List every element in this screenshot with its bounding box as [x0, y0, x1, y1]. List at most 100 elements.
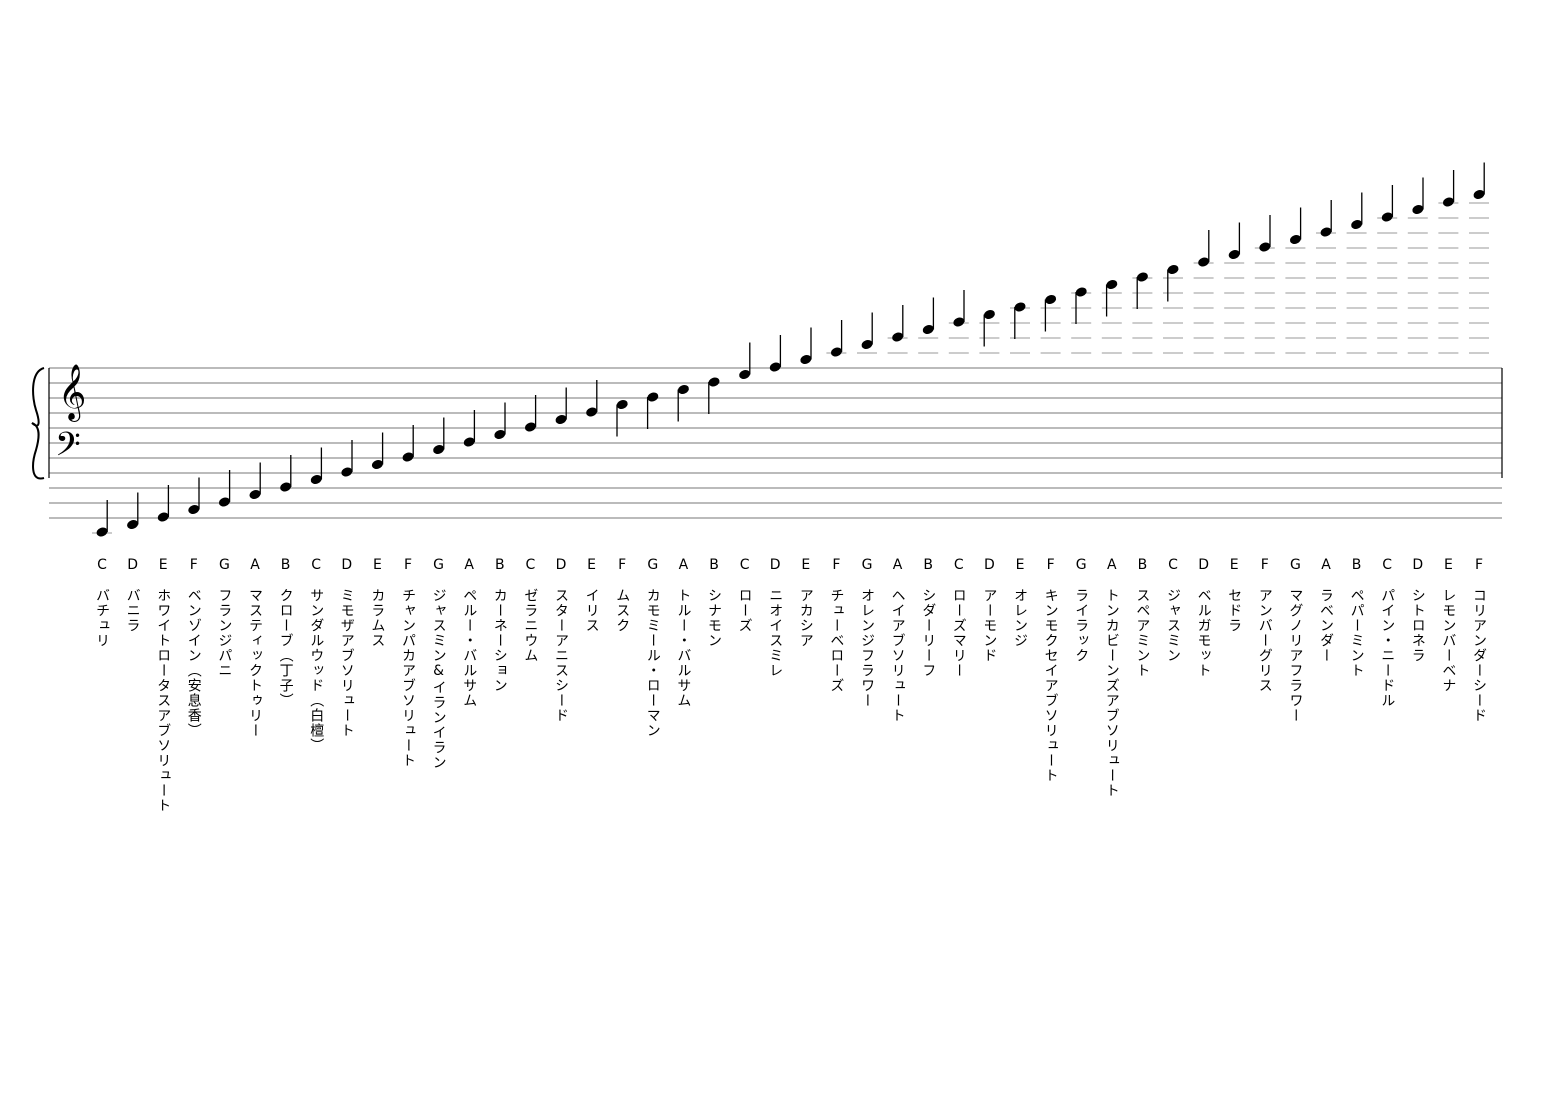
- note-letter-label: A: [893, 557, 903, 573]
- note-head: [1289, 235, 1301, 244]
- note-head: [524, 422, 536, 432]
- note-letter-label: C: [1168, 557, 1178, 573]
- scent-name-label: ペパーミント: [1349, 588, 1365, 678]
- note-letter-label: A: [1107, 557, 1117, 573]
- scent-name-label: ヘイアブソリュート: [890, 588, 906, 723]
- scent-name-label: ゼラニウム: [522, 588, 538, 663]
- note-head: [1320, 227, 1332, 237]
- note-letter-label: D: [1198, 557, 1209, 573]
- scent-name-label: セドラ: [1226, 588, 1242, 633]
- notes-layer: [92, 162, 1489, 537]
- scent-name-label: マスティックトゥリー: [247, 588, 263, 738]
- note-letter-label: E: [373, 557, 382, 573]
- note-head: [96, 527, 108, 537]
- scent-name-label: ライラック: [1073, 588, 1089, 663]
- scent-name-label: ジャスミン: [1165, 588, 1181, 663]
- note-letter-label: D: [984, 557, 995, 573]
- scent-name-label: カモミール・ローマン: [645, 588, 661, 738]
- scent-name-label: アカシア: [798, 588, 814, 648]
- note-head: [983, 310, 995, 319]
- note-letter-label: D: [1412, 557, 1423, 573]
- scent-name-label: オレンジ: [1012, 588, 1028, 648]
- scent-name-label: ベンゾイン（安息香）: [186, 588, 202, 738]
- scent-name-label: ムスク: [614, 588, 630, 633]
- note-letter-label: G: [862, 557, 873, 573]
- note-letter-label: G: [1076, 557, 1087, 573]
- note-letter-label: F: [832, 557, 840, 573]
- scent-name-label: バニラ: [125, 588, 141, 633]
- note-head: [616, 400, 628, 409]
- note-head: [280, 482, 292, 492]
- note-letter-label: D: [341, 557, 352, 573]
- scent-name-label: シトロネラ: [1410, 588, 1426, 663]
- note-head: [402, 452, 414, 462]
- note-letter-label: E: [587, 557, 596, 573]
- scent-name-label: ミモザアブソリュート: [339, 588, 355, 738]
- note-head: [1045, 295, 1057, 304]
- note-letter-label: A: [1321, 557, 1331, 573]
- note-head: [371, 460, 383, 469]
- note-head: [1259, 242, 1271, 252]
- note-letter-label: A: [679, 557, 689, 573]
- note-letter-label: E: [1230, 557, 1239, 573]
- note-letter-label: C: [97, 557, 107, 573]
- note-head: [1381, 212, 1393, 222]
- staff-lines: [49, 367, 1502, 519]
- note-letter-label: G: [219, 557, 230, 573]
- scent-name-label: ラベンダー: [1318, 588, 1334, 663]
- note-letter-label: A: [250, 557, 260, 573]
- note-letter-label: C: [954, 557, 964, 573]
- scent-name-label: ニオイスミレ: [767, 588, 783, 678]
- treble-clef-icon: 𝄞: [58, 364, 86, 422]
- note-letter-label: B: [1138, 557, 1148, 573]
- note-letter-label: C: [311, 557, 321, 573]
- note-head: [953, 317, 965, 327]
- scent-name-label: チューベローズ: [828, 588, 844, 693]
- note-head: [769, 362, 781, 372]
- scent-name-label: トルー・バルサム: [675, 588, 691, 708]
- note-head: [586, 407, 598, 417]
- scent-name-label: オレンジフラワー: [859, 588, 875, 708]
- note-letter-label: D: [556, 557, 567, 573]
- note-head: [555, 415, 567, 424]
- scent-name-label: カーネーション: [492, 588, 508, 693]
- note-head: [310, 475, 322, 484]
- note-head: [1473, 190, 1485, 199]
- scent-name-label: ホワイトロータスアブソリュート: [155, 588, 171, 813]
- note-letter-label: F: [1475, 557, 1483, 573]
- note-head: [157, 512, 169, 522]
- note-head: [188, 505, 200, 514]
- note-letter-label: C: [526, 557, 536, 573]
- note-letter-label: B: [709, 557, 719, 573]
- scent-name-label: チャンパカアブソリュート: [400, 588, 416, 768]
- note-letter-label: A: [464, 557, 474, 573]
- scent-name-label: シダーリーフ: [920, 588, 936, 678]
- note-head: [1014, 302, 1026, 312]
- note-letter-label: G: [647, 557, 658, 573]
- note-letter-label: E: [1016, 557, 1025, 573]
- scent-name-label: レモンバーベナ: [1440, 588, 1456, 693]
- note-head: [1136, 272, 1148, 282]
- note-letter-label: G: [433, 557, 444, 573]
- note-letter-label: C: [1382, 557, 1392, 573]
- note-head: [218, 497, 230, 507]
- note-letter-label: D: [770, 557, 781, 573]
- scent-name-label: ベルガモット: [1196, 588, 1212, 678]
- note-head: [127, 520, 139, 529]
- note-letter-label: D: [127, 557, 138, 573]
- scent-name-label: アーモンド: [981, 588, 997, 663]
- note-head: [341, 467, 353, 477]
- scent-name-label: キンモクセイアブソリュート: [1043, 588, 1059, 783]
- note-head: [1167, 265, 1179, 274]
- note-letter-label: B: [495, 557, 505, 573]
- note-head: [800, 355, 812, 364]
- note-letter-label: E: [801, 557, 810, 573]
- note-letter-label: B: [923, 557, 933, 573]
- scent-name-label: ローズマリー: [951, 588, 967, 678]
- note-letter-label: F: [190, 557, 198, 573]
- note-letter-label: F: [1261, 557, 1269, 573]
- labels-layer: C バチュリ D バニラ E ホワイトロータスアブソリュート F ベンゾイン（安息香） G フラン…: [94, 557, 1487, 813]
- scent-name-label: スペアミント: [1134, 588, 1150, 678]
- note-letter-label: F: [618, 557, 626, 573]
